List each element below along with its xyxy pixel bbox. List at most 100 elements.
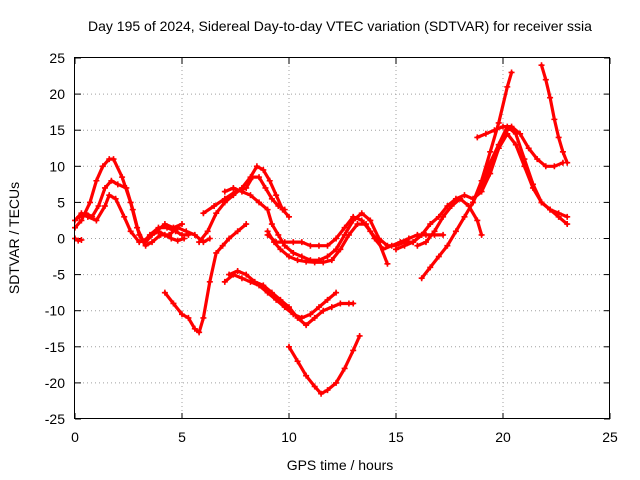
y-tick-label: -5 (53, 267, 66, 283)
data-point-arc-i (324, 253, 331, 260)
data-point-arc-g (260, 166, 267, 173)
data-point-arc-g (266, 177, 273, 184)
data-point-arc-c (106, 192, 113, 199)
data-point-arc-k (281, 239, 288, 246)
data-point-arc-r (525, 145, 532, 152)
data-point-arc-f (206, 278, 213, 285)
data-point-arc-j (311, 259, 318, 266)
data-point-arc-m (320, 307, 327, 314)
data-point-arc-t (521, 163, 528, 170)
data-point-arc-b (191, 231, 198, 238)
data-point-arc-g (286, 213, 292, 220)
data-point-arc-t (538, 199, 545, 206)
data-point-arc-m (350, 300, 357, 307)
data-point-arc-f (213, 249, 220, 256)
data-point-arc-l (221, 278, 228, 285)
data-point-arc-h (275, 203, 282, 210)
data-point-arc-m (268, 289, 275, 296)
data-point-arc-h (281, 206, 288, 213)
data-point-arc-m (303, 322, 310, 329)
x-tick-label: 15 (388, 429, 404, 445)
data-point-arc-i (358, 210, 365, 217)
data-point-arc-k (333, 235, 340, 242)
data-point-arc-g (253, 163, 260, 170)
x-tick-label: 0 (71, 429, 79, 445)
data-point-arc-n (341, 365, 348, 372)
data-point-arc-u (555, 134, 562, 141)
data-point-arc-o (461, 192, 468, 199)
data-point-arc-b (101, 184, 108, 191)
data-point-arc-f (170, 300, 177, 307)
data-point-arc-h (211, 203, 218, 210)
data-point-arc-o (401, 242, 408, 249)
data-point-arc-c (127, 228, 134, 235)
data-point-arc-a (110, 156, 117, 163)
series-line-arc-n (287, 334, 362, 396)
plot-frame (74, 57, 610, 419)
data-point-arc-n (350, 347, 357, 354)
data-point-arc-o (427, 221, 434, 228)
data-point-arc-i (275, 231, 282, 238)
data-point-arc-m (286, 304, 292, 311)
data-point-arc-f (161, 289, 168, 296)
data-point-arc-h (268, 195, 275, 202)
data-point-arc-a (78, 217, 85, 224)
data-point-arc-e (149, 231, 156, 238)
data-point-arc-p (504, 83, 511, 90)
data-point-arc-i (256, 199, 263, 206)
data-point-arc-k (290, 239, 297, 246)
x-tick-label: 25 (602, 429, 618, 445)
data-point-arc-j (345, 231, 352, 238)
y-tick-label: 5 (57, 194, 65, 210)
y-tick-label: 15 (49, 122, 65, 138)
data-point-arc-l (324, 296, 331, 303)
data-point-arc-q (474, 217, 481, 224)
data-point-arc-k (315, 242, 322, 249)
data-point-arc-r (551, 163, 558, 170)
data-point-arc-a (119, 174, 126, 181)
data-point-arc-j (286, 253, 292, 260)
data-point-arc-p (435, 253, 442, 260)
data-point-arc-g (273, 192, 280, 199)
data-point-arc-i (230, 184, 237, 191)
data-point-arc-t (478, 184, 485, 191)
y-tick-label: 25 (49, 50, 65, 66)
data-point-arc-t (564, 221, 571, 228)
data-point-arc-i (221, 188, 228, 195)
data-point-arc-m (294, 314, 301, 321)
data-point-arc-t (555, 213, 562, 220)
data-point-arc-e (155, 228, 162, 235)
data-point-arc-h (221, 195, 228, 202)
data-point-arc-b (206, 235, 213, 242)
data-point-arc-c (179, 221, 185, 228)
data-point-arc-b (114, 181, 121, 188)
data-point-arc-i (238, 188, 245, 195)
data-point-arc-r (491, 127, 498, 134)
data-point-arc-k (298, 239, 305, 246)
data-point-arc-m (226, 271, 233, 278)
data-point-arc-j (294, 257, 301, 264)
data-point-arc-b (95, 203, 102, 210)
data-point-arc-e (168, 235, 175, 242)
data-point-arc-j (337, 246, 344, 253)
data-point-arc-i (268, 221, 275, 228)
data-point-arc-e (142, 239, 149, 246)
series-line-arc-p (420, 70, 514, 280)
data-point-arc-s (564, 213, 571, 220)
data-point-arc-g (196, 239, 203, 246)
data-point-arc-j (354, 221, 361, 228)
data-point-arc-t (529, 184, 536, 191)
y-tick-label: 10 (49, 158, 65, 174)
data-point-arc-c (170, 224, 177, 231)
data-point-arc-m (337, 300, 344, 307)
data-point-arc-s (470, 199, 477, 206)
data-point-arc-n (303, 372, 310, 379)
series-line-arc-m (227, 269, 355, 327)
data-point-arc-o (393, 246, 399, 253)
data-point-arc-h (200, 210, 207, 217)
data-point-arc-l (307, 311, 314, 318)
data-point-arc-m (234, 267, 241, 274)
data-point-arc-p (418, 275, 425, 282)
data-point-arc-a (86, 199, 93, 206)
data-point-arc-l (333, 289, 340, 296)
